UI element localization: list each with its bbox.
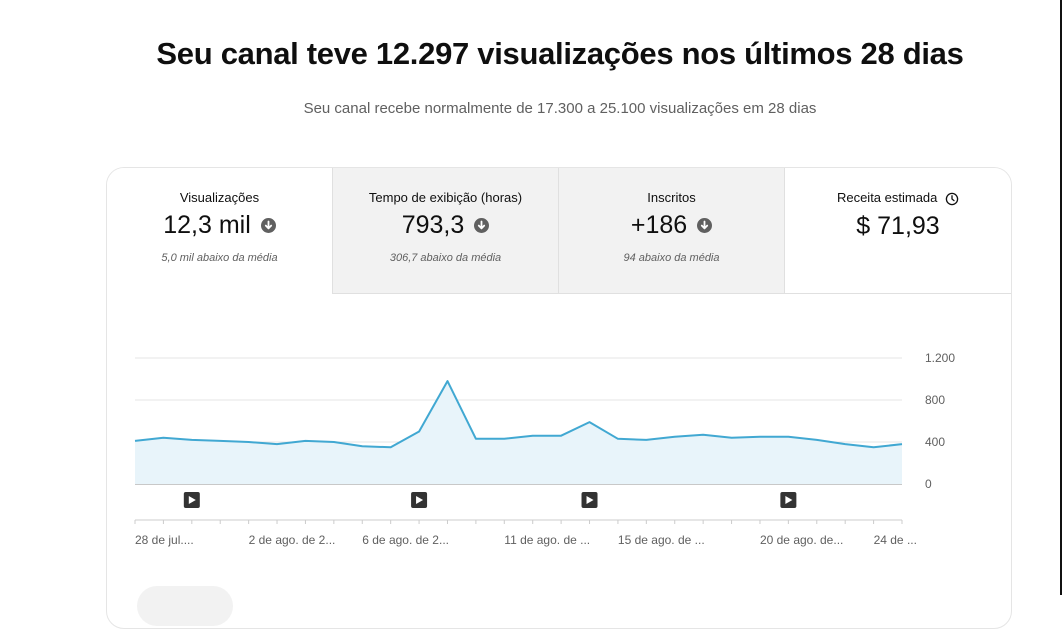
window-edge (1060, 0, 1062, 595)
y-tick-label: 1.200 (925, 351, 955, 365)
video-marker-icon[interactable] (411, 492, 428, 508)
views-chart: 0 400 800 1.200 28 de jul.... 2 de ago. de 2.… (134, 351, 955, 547)
arrow-down-circle-icon (260, 218, 276, 233)
x-tick-label: 20 de ago. de... (760, 533, 843, 547)
tab-watch-time[interactable]: Tempo de exibição (horas) 793,3 306,7 ab… (333, 168, 559, 294)
x-tick-label: 28 de jul.... (135, 533, 194, 547)
video-marker-icon[interactable] (183, 492, 200, 508)
series-area (135, 381, 902, 484)
x-tick-label: 2 de ago. de 2... (249, 533, 336, 547)
clock-icon (945, 192, 959, 205)
video-marker-icon[interactable] (581, 492, 598, 508)
tab-views[interactable]: Visualizações 12,3 mil 5,0 mil abaixo da… (107, 168, 333, 294)
tab-views-value: 12,3 mil (163, 211, 251, 239)
page-title: Seu canal teve 12.297 visualizações nos … (156, 36, 964, 71)
tab-subscribers[interactable]: Inscritos +186 94 abaixo da média (559, 168, 785, 294)
arrow-down-circle-icon (697, 218, 713, 233)
x-tick-label: 11 de ago. de ... (504, 533, 590, 547)
series-line (134, 380, 903, 449)
more-button[interactable] (137, 586, 233, 626)
tab-watch-time-label: Tempo de exibição (horas) (368, 190, 523, 205)
y-tick-label: 400 (925, 435, 945, 449)
x-tick-label: 6 de ago. de 2... (362, 533, 449, 547)
video-marker-icon[interactable] (780, 492, 797, 508)
arrow-down-circle-icon (474, 218, 490, 233)
tab-revenue-header: Receita estimada (785, 190, 1011, 206)
x-tick-label: 15 de ago. de ... (618, 533, 705, 547)
tab-views-label: Visualizações (179, 190, 260, 205)
tab-subscribers-value: +186 (630, 211, 688, 239)
tab-watch-time-note: 306,7 abaixo da média (389, 252, 502, 264)
chart-area: 0 400 800 1.200 28 de jul.... 2 de ago. de 2.… (107, 294, 1011, 589)
y-tick-label: 800 (925, 393, 945, 407)
tab-watch-time-value: 793,3 (401, 211, 465, 239)
tab-subscribers-note: 94 abaixo da média (623, 252, 720, 264)
analytics-card: Visualizações 12,3 mil 5,0 mil abaixo da… (106, 167, 1012, 629)
y-tick-label: 0 (925, 477, 932, 491)
tab-revenue-value: $ 71,93 (856, 211, 940, 240)
tab-views-note: 5,0 mil abaixo da média (161, 252, 278, 264)
tab-revenue[interactable]: Receita estimada $ 71,93 (785, 168, 1011, 294)
tab-subscribers-label: Inscritos (647, 190, 696, 205)
x-tick-label: 24 de ... (874, 533, 917, 547)
page-subtitle: Seu canal recebe normalmente de 17.300 a… (303, 100, 817, 117)
metric-tabs: Visualizações 12,3 mil 5,0 mil abaixo da… (107, 168, 1011, 294)
tab-revenue-label: Receita estimada (836, 190, 938, 205)
